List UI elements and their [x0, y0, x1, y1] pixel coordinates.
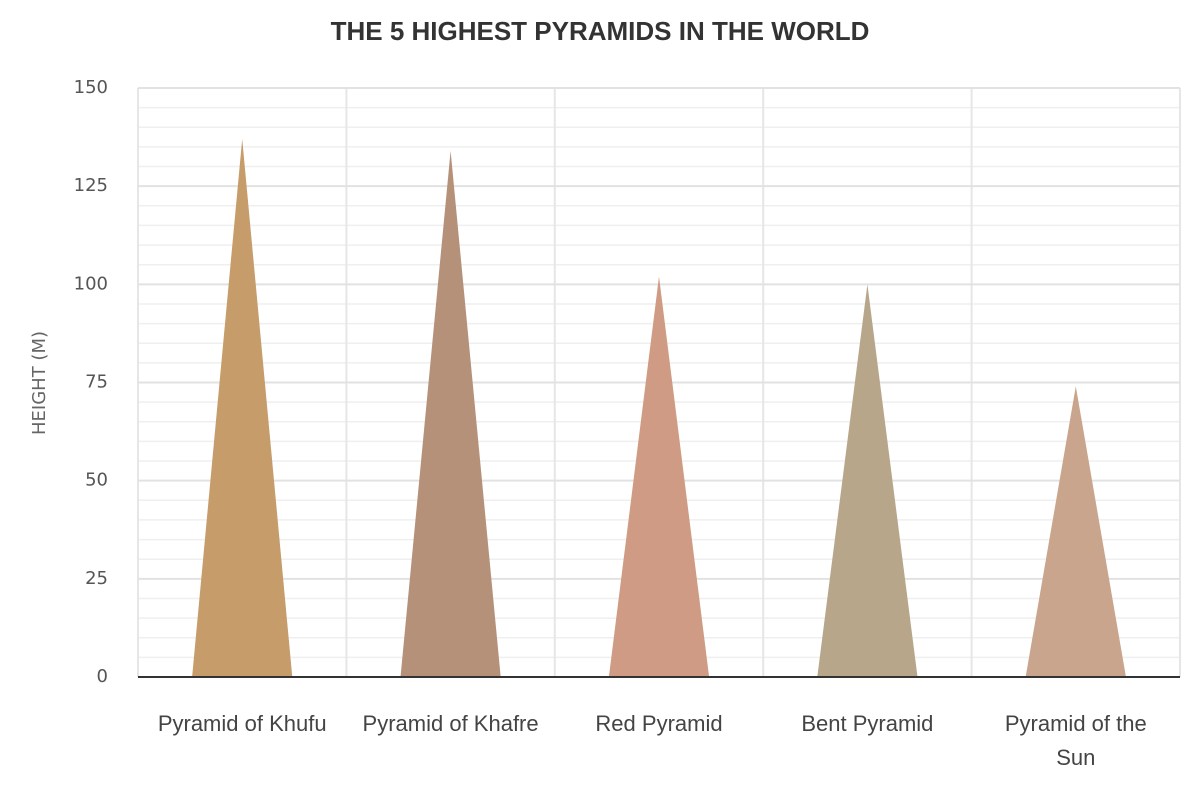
y-tick-label: 125: [74, 175, 108, 196]
y-tick-label: 100: [74, 273, 108, 294]
y-tick-label: 0: [97, 666, 108, 687]
y-axis-label: HEIGHT (M): [29, 331, 50, 435]
x-tick-label: Red Pyramid: [595, 711, 723, 736]
pyramid: [1025, 386, 1126, 676]
pyramid: [609, 276, 709, 676]
chart-title: THE 5 HIGHEST PYRAMIDS IN THE WORLD: [331, 16, 870, 46]
x-tick-label: Bent Pyramid: [801, 711, 934, 736]
y-tick-label: 75: [85, 372, 108, 393]
pyramid: [817, 284, 918, 676]
x-tick-label: Pyramid of the Sun: [1004, 711, 1147, 770]
pyramid: [192, 139, 293, 677]
y-tick-label: 50: [85, 470, 108, 491]
pyramid: [400, 150, 501, 676]
y-tick-label: 150: [74, 77, 108, 98]
x-tick-label: Pyramid of Khufu: [157, 711, 327, 736]
y-tick-label: 25: [85, 568, 108, 589]
x-tick-label: Pyramid of Khafre: [362, 711, 539, 736]
